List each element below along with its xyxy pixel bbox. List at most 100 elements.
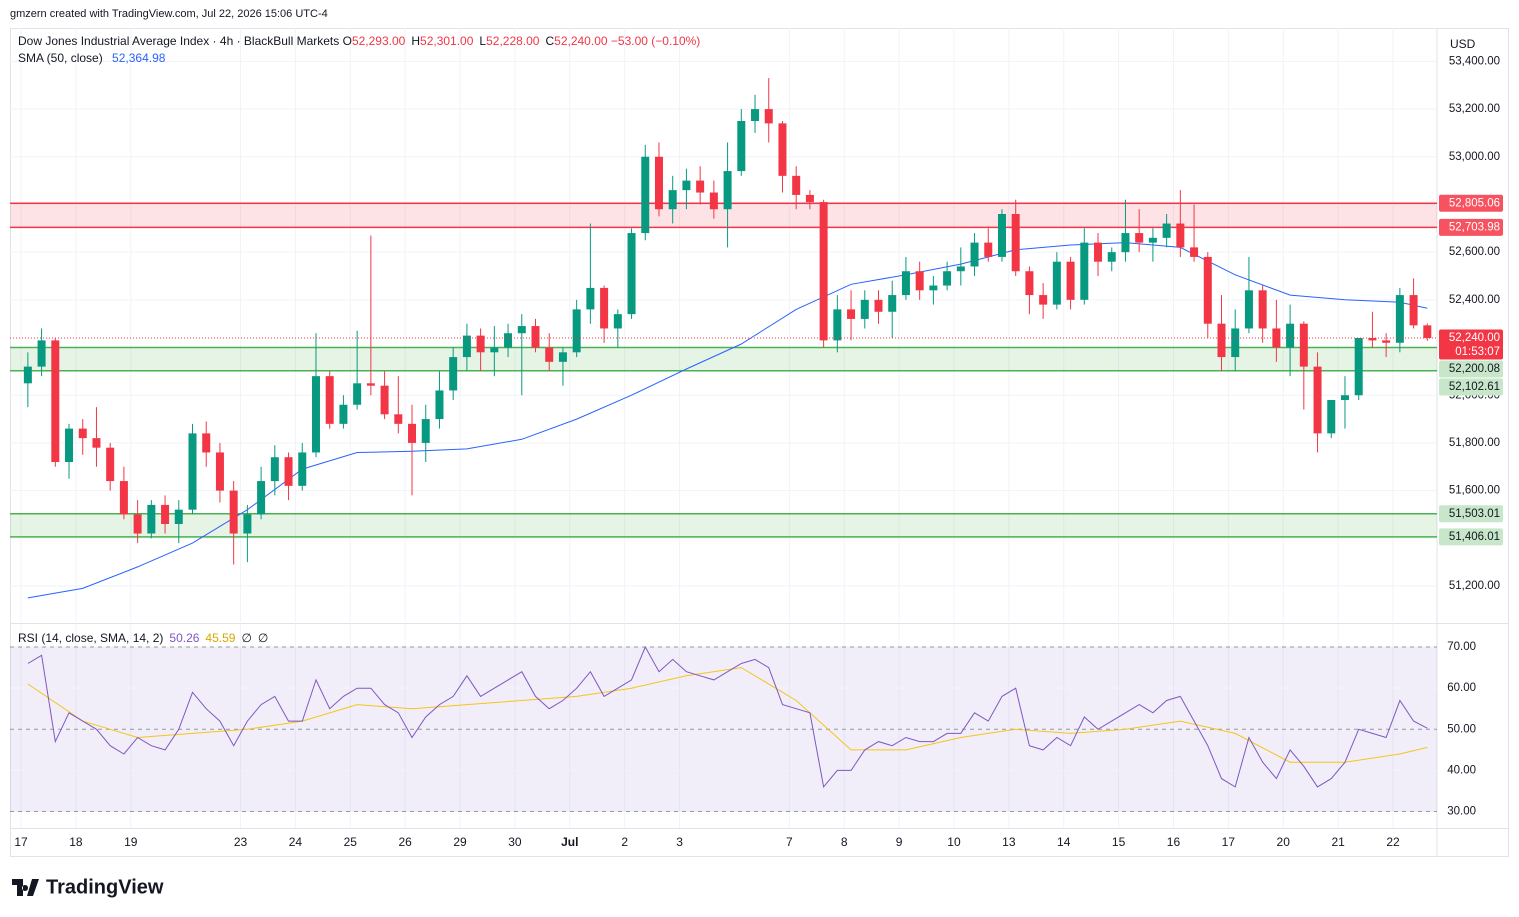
candle-body (380, 385, 389, 415)
candle-body (147, 504, 156, 534)
candle-body (1395, 295, 1404, 343)
price-badge-label: 52,703.98 (1449, 221, 1500, 233)
x-tick-label: 15 (1112, 835, 1126, 849)
candle-body (51, 340, 60, 462)
x-tick-label: 13 (1002, 835, 1016, 849)
price-badge (1439, 528, 1503, 546)
candle-body (545, 347, 554, 362)
candle-body (270, 457, 279, 482)
candle-body (1354, 337, 1363, 396)
candle-body (65, 428, 74, 462)
candle-body (325, 376, 334, 424)
candle-body (1231, 328, 1240, 358)
candle-body (915, 271, 924, 291)
candle-body (1176, 223, 1185, 248)
rsi-extra: ∅ (258, 631, 268, 645)
candle-body (353, 383, 362, 405)
candle-body (202, 433, 211, 453)
x-tick-label: 26 (398, 835, 412, 849)
rsi-ma-line (27, 667, 1428, 763)
candle-body (174, 509, 183, 524)
candle-body (696, 180, 705, 193)
candle-body (257, 481, 266, 515)
footer-brand: TradingView (46, 876, 164, 898)
candle-body (956, 266, 965, 272)
candle-body (943, 271, 952, 286)
candle-body (1025, 271, 1034, 296)
candle-body (1258, 290, 1267, 329)
candle-body (1217, 323, 1226, 358)
rsi-extra: ∅ (241, 631, 251, 645)
candle-body (860, 299, 869, 319)
candle-body (449, 357, 458, 391)
rsi-tick-label: 60.00 (1447, 682, 1476, 694)
x-tick-label: 18 (69, 835, 83, 849)
rsi-tick-label: 70.00 (1447, 641, 1476, 653)
candle-body (1080, 242, 1089, 300)
rsi-tick-label: 30.00 (1447, 806, 1476, 818)
x-tick-label: 8 (841, 835, 848, 849)
candle-body (805, 194, 814, 203)
x-tick-label: 20 (1277, 835, 1291, 849)
x-tick-label: 19 (124, 835, 138, 849)
field-key: O (343, 34, 352, 48)
candle-body (984, 242, 993, 257)
candle-body (600, 287, 609, 329)
x-tick-label: 3 (676, 835, 683, 849)
field-key: C (545, 34, 554, 48)
candle-body (1409, 295, 1418, 326)
rsi-tick-label: 40.00 (1447, 764, 1476, 776)
candle-body (1148, 237, 1157, 243)
price-badge (1439, 378, 1503, 396)
logo: TradingView (12, 876, 164, 898)
rsi-line (27, 645, 1428, 789)
logo-mark (12, 879, 39, 896)
candle-body (1190, 247, 1199, 257)
candle-body (1368, 337, 1377, 341)
x-tick-label: 29 (453, 835, 467, 849)
x-tick-label: 30 (508, 835, 522, 849)
x-tick-label: 9 (896, 835, 903, 849)
x-tick-label: 16 (1167, 835, 1181, 849)
candle-body (229, 490, 238, 534)
candle-body (888, 295, 897, 312)
x-tick-label: 7 (786, 835, 793, 849)
rsi-value: 50.26 (169, 631, 199, 645)
candle-body (435, 390, 444, 420)
price-badge-label: 52,200.08 (1449, 363, 1500, 375)
candle-body (106, 447, 115, 482)
candle-body (613, 314, 622, 329)
candle-body (1066, 261, 1075, 300)
candle-body (1327, 399, 1336, 434)
candle-body (833, 309, 842, 341)
candle-body (394, 414, 403, 424)
candle-body (558, 352, 567, 362)
sma-legend: SMA (50, close) 52,364.98 (18, 51, 166, 65)
price-badge-label: 51,406.01 (1449, 531, 1500, 543)
y-tick-label: 53,200.00 (1449, 103, 1500, 115)
x-tick-label: 23 (234, 835, 248, 849)
candle-body (929, 285, 938, 291)
x-tick-label: 17 (1222, 835, 1236, 849)
candle-body (1135, 233, 1144, 243)
x-tick-label: 2 (621, 835, 628, 849)
price-badge-label: 01:53:07 (1455, 346, 1500, 358)
field-value: 52,228.00 (486, 34, 540, 48)
candle-body (215, 452, 224, 491)
x-tick-label: 10 (947, 835, 961, 849)
candle-body (997, 213, 1006, 257)
candle-body (1382, 340, 1391, 343)
candle-body (37, 340, 46, 367)
candle-body (709, 192, 718, 210)
candle-body (668, 190, 677, 210)
x-tick-label: Jul (561, 835, 578, 849)
candle-body (119, 481, 128, 515)
legend: Dow Jones Industrial Average Index · 4h … (18, 34, 700, 48)
candle-body (462, 335, 471, 358)
price-badge (1439, 360, 1503, 378)
y-tick-label: 52,400.00 (1449, 294, 1500, 306)
x-tick-label: 25 (344, 835, 358, 849)
candle-body (284, 457, 293, 486)
